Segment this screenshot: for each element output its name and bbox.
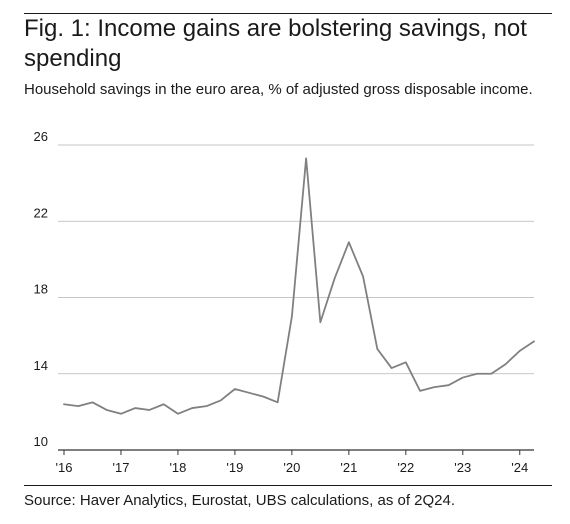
chart-title: Fig. 1: Income gains are bolstering savi… (24, 15, 527, 72)
y-tick-label: 26 (34, 129, 48, 144)
savings-line-chart: 10 14 18 22 26 '16 '17 '18 '19 '20 '21 '22 '23 '24 (34, 129, 535, 475)
x-tick-label: '22 (397, 460, 414, 475)
x-tick-label: '23 (454, 460, 471, 475)
x-tick-label: '16 (56, 460, 73, 475)
series-line-savings-rate (63, 157, 535, 415)
series-layer (63, 157, 535, 415)
x-tick-label: '18 (169, 460, 186, 475)
source-note: Source: Haver Analytics, Eurostat, UBS c… (24, 492, 456, 509)
y-axis-ticks: 10 14 18 22 26 (34, 129, 48, 449)
x-axis-ticks: '16 '17 '18 '19 '20 '21 '22 '23 '24 (56, 450, 528, 475)
y-tick-label: 22 (34, 205, 48, 220)
chart-subtitle: Household savings in the euro area, % of… (24, 81, 533, 98)
x-tick-label: '24 (511, 460, 528, 475)
y-tick-label: 14 (34, 358, 48, 373)
x-tick-label: '21 (340, 460, 357, 475)
y-tick-label: 18 (34, 282, 48, 297)
bottom-rule (24, 485, 552, 486)
x-tick-label: '17 (112, 460, 129, 475)
y-tick-label: 10 (34, 434, 48, 449)
x-tick-label: '20 (283, 460, 300, 475)
gridlines (58, 144, 534, 451)
top-rule (24, 13, 552, 14)
x-tick-label: '19 (226, 460, 243, 475)
